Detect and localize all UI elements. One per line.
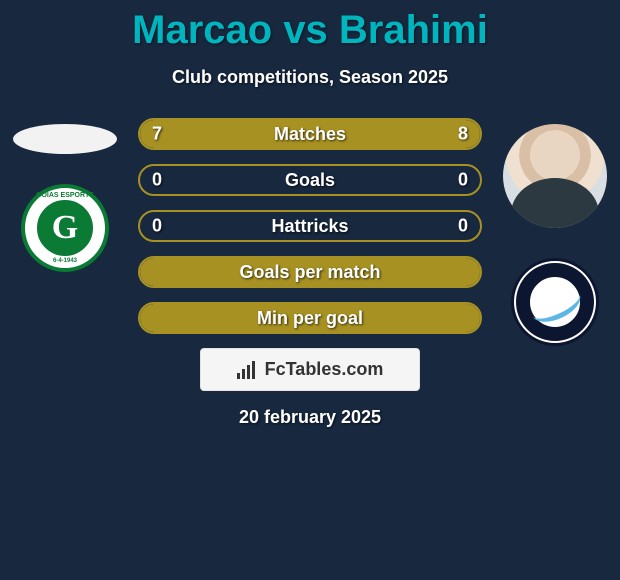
stat-bar: Goals per match [138,256,482,288]
stat-bar: 7 8 Matches [138,118,482,150]
chart-icon [237,361,259,379]
badge-text-top: GOIAS ESPORTE [25,192,105,199]
page-title: Marcao vs Brahimi [0,0,620,53]
bar-left-value: 7 [152,124,162,145]
page-subtitle: Club competitions, Season 2025 [0,67,620,88]
right-player-column [500,124,610,346]
brand-text: FcTables.com [265,359,384,380]
badge-text-bottom: 6-4-1943 [25,258,105,264]
bar-right-value: 8 [458,124,468,145]
left-player-column: GOIAS ESPORTE G 6-4-1943 [10,124,120,272]
bar-left-value: 0 [152,170,162,191]
date-text: 20 february 2025 [0,407,620,428]
bar-fill-left [140,120,296,148]
stat-bar: 0 0 Goals [138,164,482,196]
right-club-badge [511,258,599,346]
bar-label: Matches [274,124,346,145]
left-player-photo [13,124,117,154]
bar-label: Goals [285,170,335,191]
stat-bar: Min per goal [138,302,482,334]
right-player-photo [503,124,607,228]
bar-left-value: 0 [152,216,162,237]
comparison-content: GOIAS ESPORTE G 6-4-1943 7 8 Matches 0 0 Goal… [0,118,620,428]
bar-right-value: 0 [458,216,468,237]
bar-label: Hattricks [271,216,348,237]
bar-label: Min per goal [257,308,363,329]
bar-right-value: 0 [458,170,468,191]
left-club-badge: GOIAS ESPORTE G 6-4-1943 [21,184,109,272]
badge-letter: G [34,197,96,259]
brand-box: FcTables.com [200,348,420,391]
stat-bar: 0 0 Hattricks [138,210,482,242]
stat-bars: 7 8 Matches 0 0 Goals 0 0 Hattricks Goals per mat… [138,118,482,334]
bar-label: Goals per match [239,262,380,283]
